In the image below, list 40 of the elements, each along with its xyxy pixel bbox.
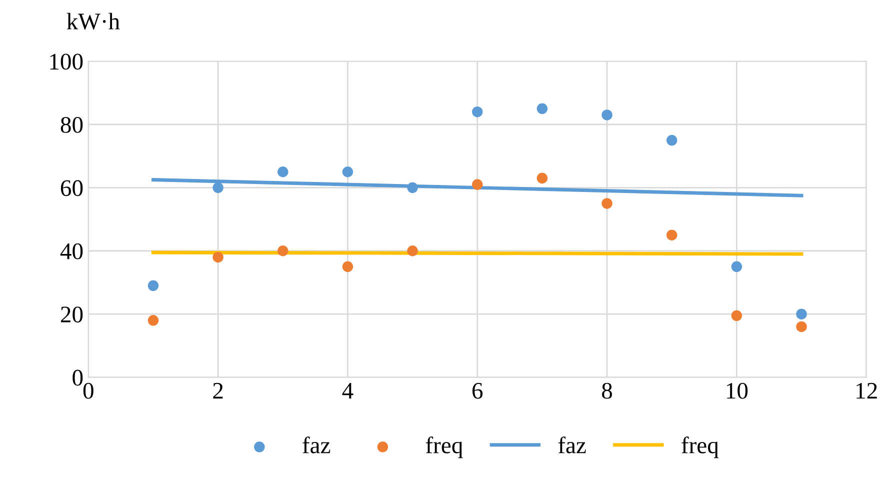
legend-label: faz: [558, 436, 586, 454]
point: [602, 110, 612, 120]
y-tick-label: 20: [60, 306, 83, 323]
point: [536, 172, 548, 184]
point: [796, 308, 807, 320]
point: [148, 280, 159, 292]
point: [278, 246, 288, 256]
x-tick-label: 6: [472, 382, 483, 399]
point: [472, 179, 483, 190]
point: [731, 310, 742, 322]
y-tick-label: 100: [50, 54, 83, 70]
point: [148, 315, 159, 326]
point: [342, 166, 354, 178]
y-tick-label: 0: [72, 370, 83, 386]
point: [731, 261, 742, 272]
x-tick-label: 8: [602, 382, 612, 399]
x-tick-label: 4: [342, 383, 354, 399]
y-tick-label: 60: [60, 180, 83, 196]
x-tick-label: 10: [726, 382, 748, 399]
point: [407, 182, 418, 194]
point: [212, 182, 224, 194]
point: [472, 106, 483, 118]
y-tick-label: 40: [60, 243, 83, 260]
x-tick-label: 12: [856, 382, 877, 399]
x-tick-label: 0: [83, 382, 94, 399]
y-axis-title: kW·h: [66, 12, 120, 30]
point: [407, 246, 418, 256]
point: [666, 134, 678, 146]
legend-label: freq: [426, 436, 463, 458]
point: [342, 261, 354, 272]
y-tick-label: 80: [60, 116, 83, 133]
point: [212, 252, 224, 263]
point: [536, 103, 548, 114]
legend-label: freq: [682, 436, 718, 458]
x-tick-label: 2: [213, 382, 223, 399]
point: [278, 166, 288, 178]
legend-label: faz: [302, 436, 330, 454]
point: [602, 198, 612, 209]
point: [666, 230, 678, 240]
point: [796, 321, 807, 332]
